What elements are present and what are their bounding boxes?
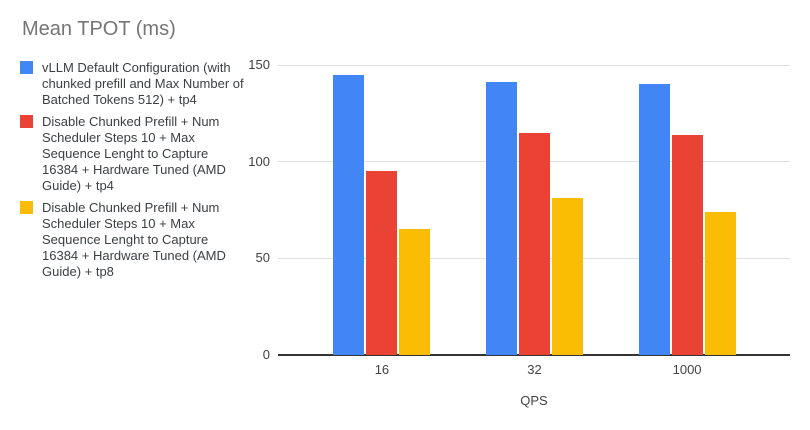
bar-series2-qps-1000 [671, 134, 703, 355]
bar-group-qps-32 [486, 82, 583, 355]
legend-item-series-2: Disable Chunked Prefill + Num Scheduler … [20, 114, 248, 194]
legend-swatch-red-icon [20, 115, 33, 128]
y-axis-tick-150: 150 [248, 57, 270, 72]
y-axis-tick-100: 100 [248, 153, 270, 169]
chart-title: Mean TPOT (ms) [22, 18, 176, 40]
plot-area: 0 50 100 150 16 32 1000 [248, 57, 790, 377]
bar-series3-qps-16 [399, 229, 431, 355]
bar-series1-qps-16 [333, 74, 365, 355]
legend-swatch-yellow-icon [20, 201, 33, 214]
y-axis-tick-0: 0 [262, 347, 270, 362]
legend-label-series-2: Disable Chunked Prefill + Num Scheduler … [42, 114, 226, 193]
legend-swatch-blue-icon [20, 61, 33, 74]
bar-series2-qps-32 [519, 132, 550, 355]
bar-series2-qps-16 [366, 171, 398, 355]
bar-series1-qps-32 [486, 82, 517, 355]
bar-series1-qps-1000 [638, 84, 670, 355]
legend-label-series-1: vLLM Default Configuration (with chunked… [42, 60, 244, 107]
x-axis-label-32: 32 [527, 362, 542, 377]
x-axis-line [278, 354, 790, 356]
bar-group-qps-16 [333, 74, 431, 355]
x-axis-title: QPS [520, 393, 548, 408]
chart-legend: vLLM Default Configuration (with chunked… [20, 60, 248, 286]
legend-item-series-1: vLLM Default Configuration (with chunked… [20, 60, 248, 108]
x-axis-label-16: 16 [374, 362, 390, 377]
x-axis-label-1000: 1000 [672, 362, 702, 377]
bar-group-qps-1000 [638, 84, 736, 355]
gridline-150 [278, 64, 790, 66]
legend-label-series-3: Disable Chunked Prefill + Num Scheduler … [42, 200, 226, 279]
bar-series3-qps-1000 [704, 211, 736, 355]
legend-item-series-3: Disable Chunked Prefill + Num Scheduler … [20, 200, 248, 280]
y-axis-tick-50: 50 [255, 250, 270, 266]
bar-series3-qps-32 [552, 198, 583, 355]
